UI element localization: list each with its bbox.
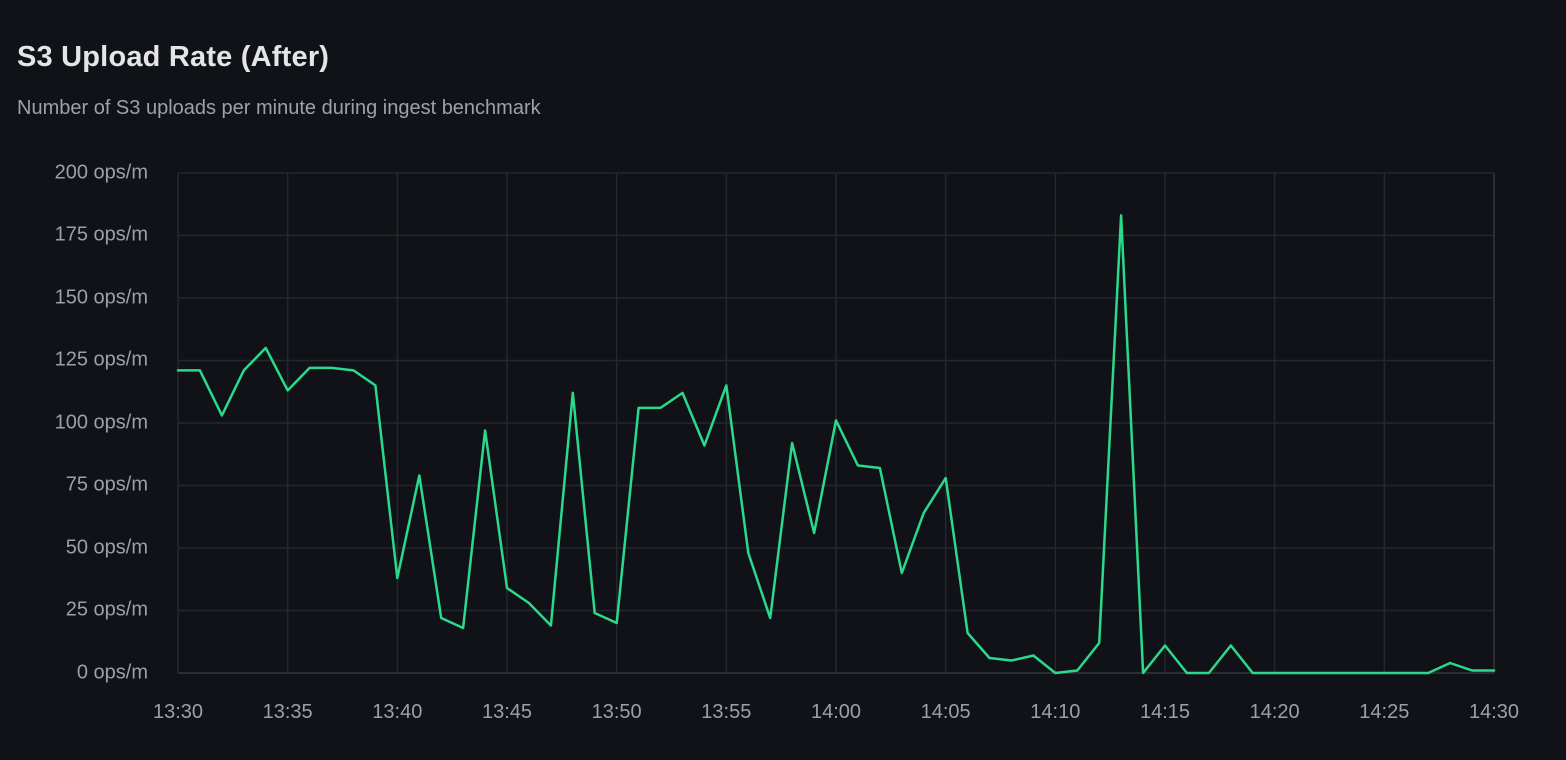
y-tick-label: 150 ops/m [54,286,148,309]
y-tick-label: 125 ops/m [54,348,148,371]
y-tick-label: 100 ops/m [54,411,148,434]
chart-title: S3 Upload Rate (After) [17,41,330,73]
x-tick-label: 14:05 [920,701,971,723]
y-tick-label: 25 ops/m [65,598,148,621]
y-tick-label: 50 ops/m [65,536,148,559]
x-tick-label: 14:10 [1030,701,1081,723]
x-tick-label: 13:55 [701,701,752,723]
y-tick-label: 200 ops/m [54,161,148,184]
x-tick-label: 14:25 [1359,701,1410,723]
x-tick-label: 14:30 [1468,701,1520,723]
x-tick-label: 13:45 [481,701,533,723]
x-tick-label: 14:20 [1249,701,1300,723]
chart-subtitle: Number of S3 uploads per minute during i… [17,97,541,119]
x-tick-label: 14:00 [810,701,862,723]
y-tick-label: 0 ops/m [76,661,148,684]
x-tick-label: 14:15 [1139,701,1191,723]
x-tick-label: 13:30 [152,701,204,723]
y-tick-label: 75 ops/m [65,473,148,496]
x-tick-label: 13:35 [262,701,313,723]
y-tick-label: 175 ops/m [54,223,148,246]
x-tick-label: 13:50 [591,701,642,723]
x-tick-label: 13:40 [372,701,423,723]
series-line [176,214,1496,675]
